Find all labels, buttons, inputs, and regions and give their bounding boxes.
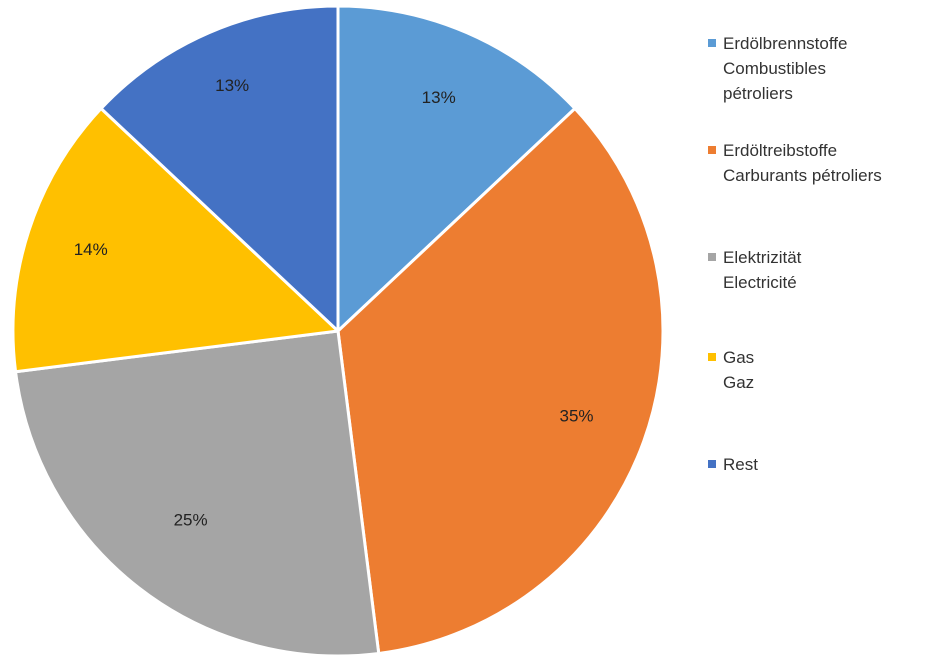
legend-swatch — [708, 146, 716, 154]
legend-label-line: Rest — [723, 455, 758, 474]
legend-label-line: Electricité — [723, 273, 797, 292]
slice-label-1: 13% — [422, 88, 456, 107]
pie-slice-5 — [99, 4, 340, 333]
pie-slice-4 — [11, 107, 340, 374]
legend-label: Erdölbrennstoffe Combustibles pétroliers — [723, 31, 847, 106]
pie-slice-3 — [14, 329, 381, 655]
legend-label-line: Combustibles — [723, 59, 826, 78]
legend-item-5: Rest — [708, 452, 758, 477]
legend-swatch — [708, 39, 716, 47]
legend-swatch — [708, 253, 716, 261]
slice-label-4: 14% — [74, 240, 108, 259]
legend-label-line: Erdölbrennstoffe — [723, 34, 848, 53]
legend-swatch — [708, 460, 716, 468]
pie-slice-2 — [336, 107, 665, 655]
legend-label-line: Gas — [723, 348, 755, 367]
slice-label-5: 13% — [215, 76, 249, 95]
legend-label-line: pétroliers — [723, 84, 793, 103]
pie-slice-1 — [336, 4, 577, 333]
legend-label: Rest — [723, 452, 758, 477]
pie-chart: 13% 35% 25% 14% 13% — [11, 4, 665, 655]
legend-item-3: Elektrizität Electricité — [708, 245, 801, 295]
slice-label-3: 25% — [174, 511, 208, 530]
legend-item-2: Erdöltreibstoffe Carburants pétroliers — [708, 138, 882, 188]
legend-label-line: Elektrizität — [723, 248, 802, 267]
legend-label: Gas Gaz — [723, 345, 754, 395]
slice-label-2: 35% — [559, 406, 593, 425]
legend-label-line: Carburants pétroliers — [723, 166, 882, 185]
legend-label: Elektrizität Electricité — [723, 245, 801, 295]
legend-item-4: Gas Gaz — [708, 345, 754, 395]
legend-label-line: Erdöltreibstoffe — [723, 141, 838, 160]
legend-label-line: Gaz — [723, 373, 755, 392]
legend-swatch — [708, 353, 716, 361]
legend-label: Erdöltreibstoffe Carburants pétroliers — [723, 138, 882, 188]
legend-item-1: Erdölbrennstoffe Combustibles pétroliers — [708, 31, 847, 106]
